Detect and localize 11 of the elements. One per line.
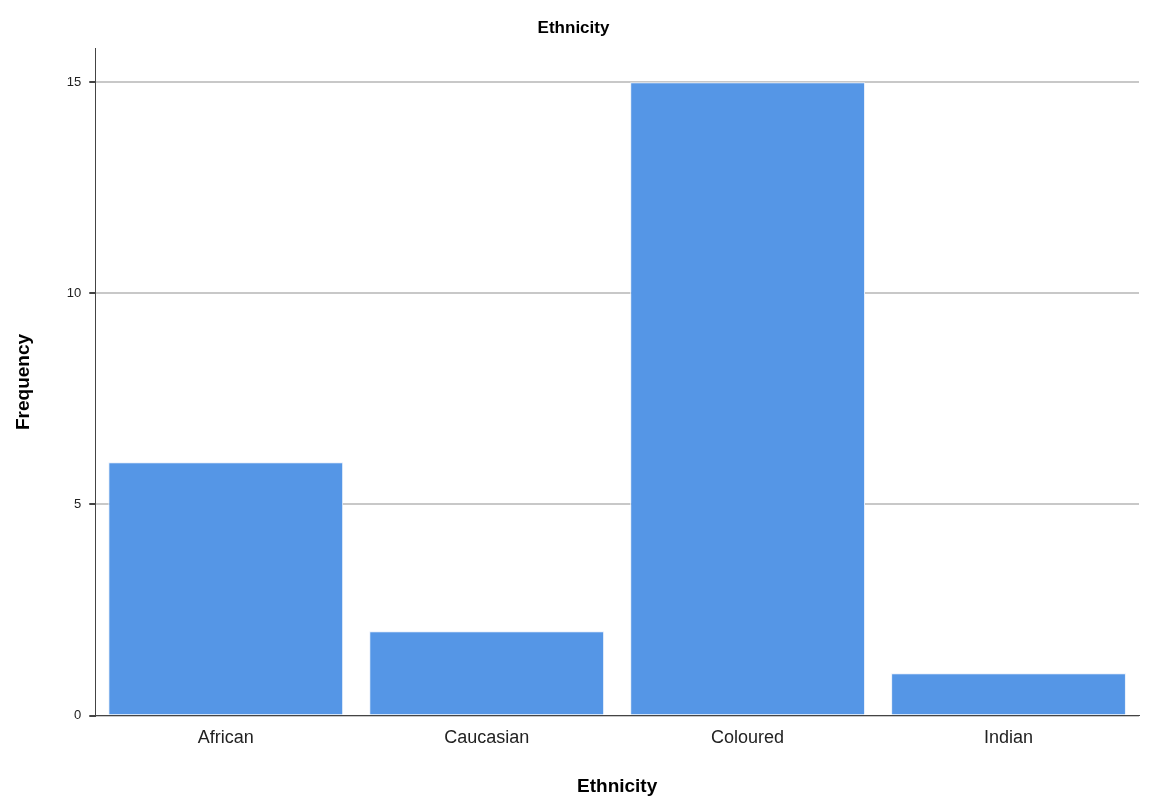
x-tick-label: Indian (984, 727, 1034, 748)
x-tick-label: African (197, 727, 254, 748)
y-tick-label: 10 (66, 284, 82, 300)
y-tick-label: 5 (74, 496, 82, 512)
x-tick-label: Coloured (711, 727, 785, 748)
x-axis-title: Ethnicity (577, 774, 658, 796)
chart-title: Ethnicity (537, 17, 610, 37)
y-axis-title: Frequency (11, 333, 33, 431)
y-tick-label: 15 (66, 73, 82, 89)
x-tick-label: Caucasian (444, 727, 530, 748)
y-tick-label: 0 (74, 707, 82, 723)
